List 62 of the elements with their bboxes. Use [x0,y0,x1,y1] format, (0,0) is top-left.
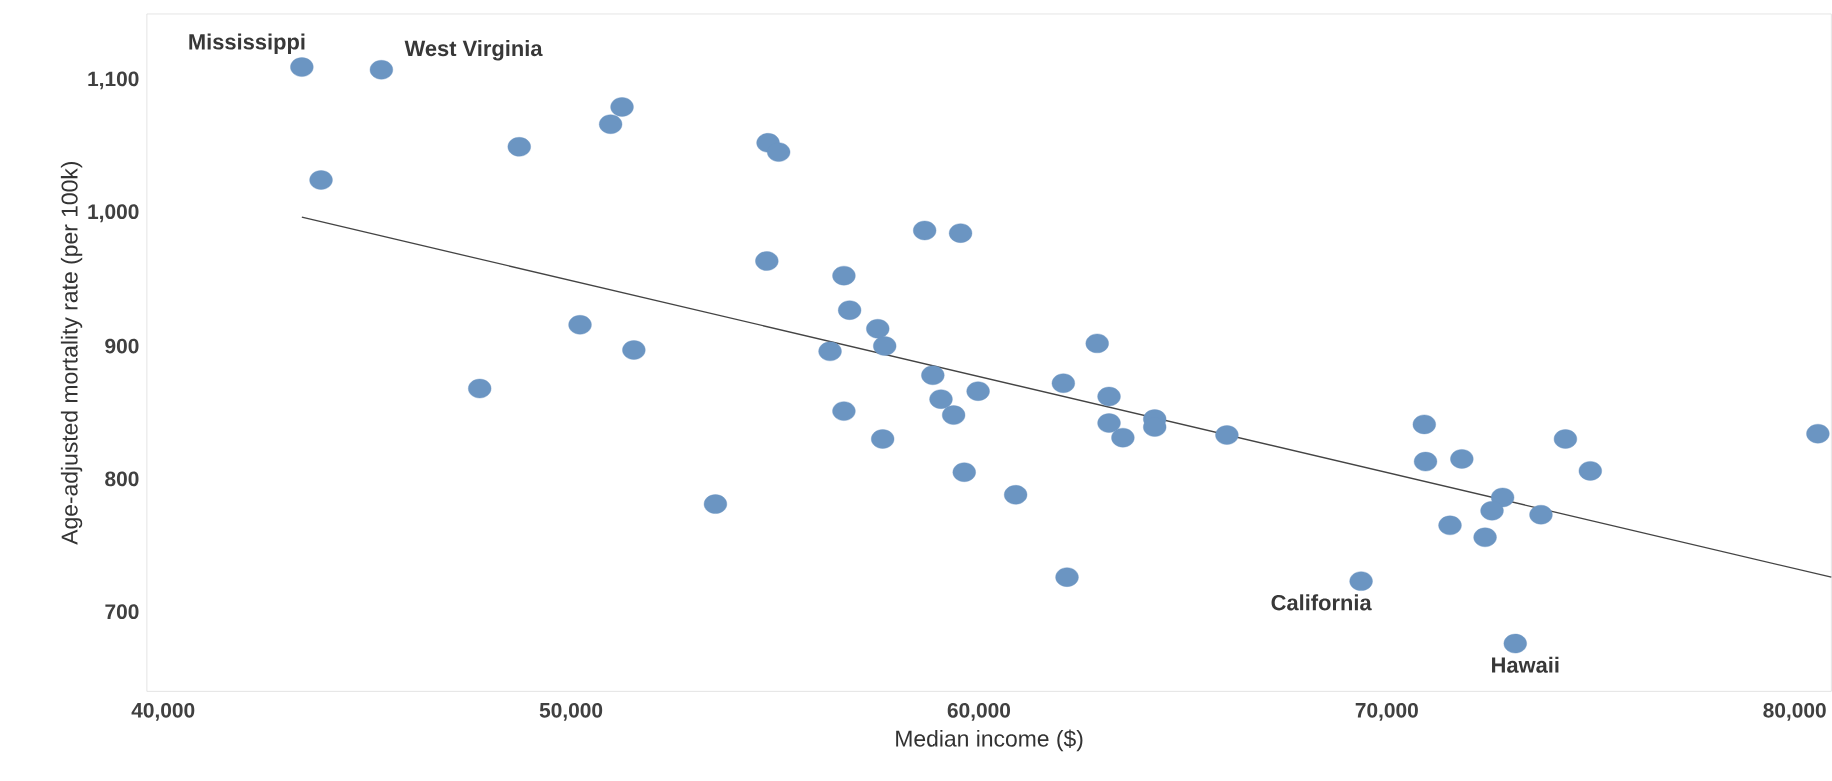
x-tick-label: 50,000 [539,702,603,721]
annotation: Mississippi [189,33,305,54]
point [966,381,990,401]
point [1438,515,1462,535]
point [1085,333,1109,353]
point [873,336,897,356]
point [1578,461,1602,481]
point [610,97,634,117]
point [929,389,953,409]
point [1412,414,1436,434]
annotation: California [1271,594,1372,611]
point [1503,633,1527,654]
point [1215,425,1239,445]
point [866,318,890,339]
x-axis-title: Median income ($) [896,729,1083,752]
point [1491,487,1515,508]
point [838,300,862,320]
x-tick-label: 70,000 [1355,702,1418,721]
y-tick-label: 900 [105,338,139,354]
y-tick-label: 800 [105,471,139,487]
point [1450,449,1474,469]
point [1051,373,1075,393]
y-tick-label: 1,100 [88,71,139,90]
point [832,265,856,286]
point [507,136,531,157]
point [755,251,779,271]
point [767,142,791,162]
point [1111,427,1135,448]
point [1097,413,1121,433]
point [290,57,314,77]
point [622,340,646,360]
point [1097,386,1121,407]
point [913,220,937,241]
point [832,401,856,421]
point [468,378,492,399]
x-tick-label: 60,000 [947,702,1011,721]
point [1055,567,1079,587]
point [1480,500,1504,521]
y-axis-title: Age-adjusted mortality rate (per 100k) [60,161,83,545]
y-tick-label: 1,000 [88,204,139,222]
point [369,59,393,80]
point [1529,504,1553,525]
point [1473,527,1497,547]
point [948,223,973,243]
point [871,429,895,449]
point [599,114,623,134]
point [1349,571,1373,591]
point [309,170,333,190]
point [921,365,945,385]
x-tick-label: 80,000 [1763,702,1826,721]
point [568,314,592,335]
x-tick-label: 40,000 [131,702,195,721]
annotation: West Virginia [404,39,543,61]
point [818,341,842,361]
point [952,462,976,482]
point [1004,484,1028,505]
point [1553,429,1578,449]
point [703,494,728,514]
y-tick-label: 700 [105,604,139,619]
annotation: Hawaii [1492,656,1559,673]
point [942,405,966,425]
point [1413,451,1438,472]
